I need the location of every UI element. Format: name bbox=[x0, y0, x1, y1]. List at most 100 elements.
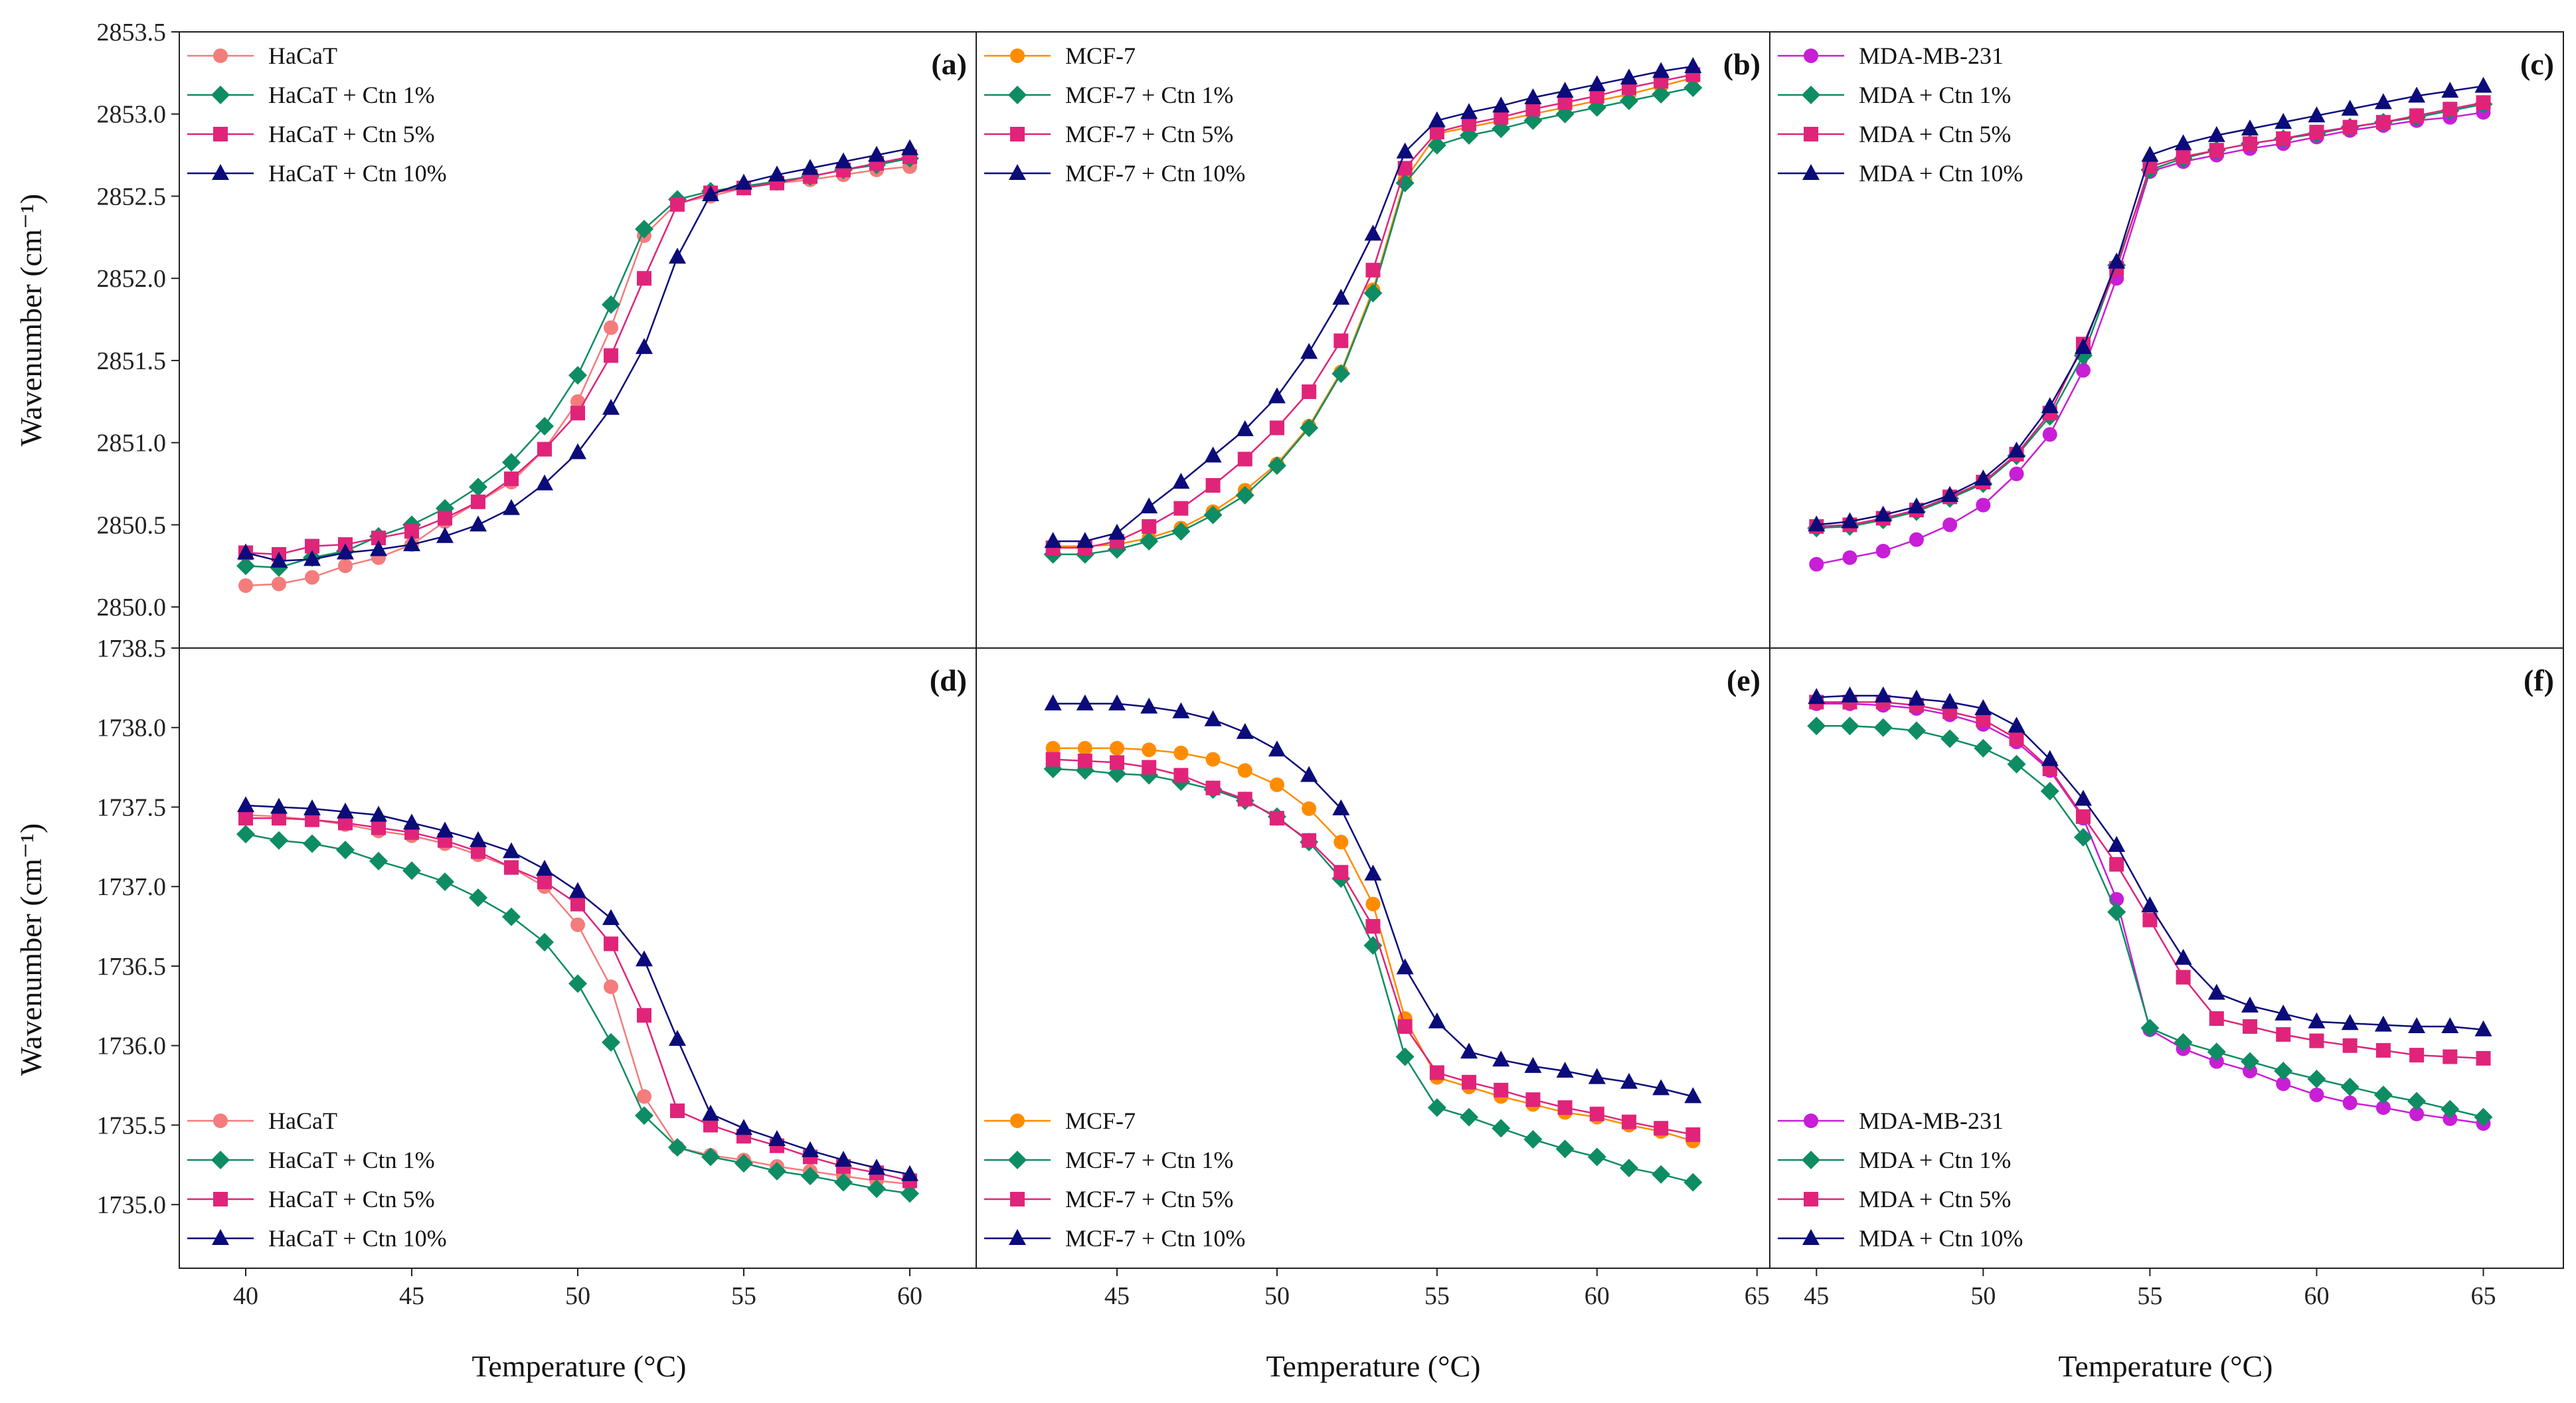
data-point bbox=[1589, 88, 1604, 104]
data-point bbox=[504, 860, 519, 875]
legend-label: MDA + Ctn 1% bbox=[1859, 1147, 2011, 1173]
data-point bbox=[1204, 710, 1222, 726]
data-point bbox=[2207, 983, 2225, 1000]
data-point bbox=[1524, 88, 1542, 104]
data-point bbox=[1044, 532, 1062, 548]
data-point bbox=[2476, 95, 2491, 110]
data-point bbox=[270, 831, 288, 850]
data-point bbox=[802, 1141, 819, 1157]
data-point bbox=[236, 556, 255, 576]
data-point bbox=[1397, 1019, 1413, 1034]
data-point bbox=[338, 558, 353, 574]
data-point bbox=[2443, 1049, 2458, 1064]
data-point bbox=[1525, 1092, 1541, 1108]
data-point bbox=[1492, 96, 1510, 113]
data-point bbox=[1302, 801, 1317, 816]
legend-marker bbox=[211, 86, 230, 104]
data-point bbox=[2441, 1017, 2459, 1033]
data-point bbox=[2243, 1019, 2258, 1034]
legend-label: MCF-7 + Ctn 5% bbox=[1065, 121, 1233, 147]
data-point bbox=[1652, 1165, 1671, 1184]
data-point bbox=[1874, 505, 1892, 522]
y-tick-label: 1736.0 bbox=[97, 1032, 167, 1060]
data-point bbox=[1524, 1056, 1542, 1073]
legend-marker bbox=[213, 1192, 228, 1206]
data-point bbox=[1302, 833, 1317, 848]
data-point bbox=[404, 524, 419, 539]
legend: MDA-MB-231 MDA + Ctn 1% MDA + Ctn 5% MDA + … bbox=[1778, 42, 2023, 187]
x-tick-label: 40 bbox=[233, 1282, 258, 1310]
data-point bbox=[1333, 865, 1349, 880]
data-point bbox=[1236, 420, 1254, 436]
legend-label: MDA + Ctn 5% bbox=[1859, 1186, 2011, 1212]
data-point bbox=[2342, 1095, 2358, 1110]
legend-marker bbox=[213, 127, 228, 141]
data-point bbox=[1173, 501, 1189, 516]
data-point bbox=[1683, 1173, 1703, 1192]
data-point bbox=[702, 185, 719, 201]
panel-f: 45 50 55 60 65 MDA-MB-231 MDA + Ctn 1% MDA + Ct… bbox=[1769, 647, 2564, 1310]
data-point bbox=[469, 477, 487, 497]
data-point bbox=[868, 1159, 885, 1175]
series-3 bbox=[1808, 686, 2492, 1036]
data-point bbox=[2141, 145, 2159, 162]
x-tick-label: 50 bbox=[1970, 1282, 1996, 1310]
data-point bbox=[1907, 721, 1926, 740]
data-point bbox=[471, 494, 485, 509]
legend-label: MDA + Ctn 1% bbox=[1859, 82, 2011, 108]
data-point bbox=[1494, 110, 1509, 125]
data-point bbox=[1332, 288, 1350, 305]
data-point bbox=[1462, 116, 1477, 131]
data-point bbox=[901, 139, 918, 155]
data-point bbox=[1331, 364, 1351, 383]
panel-d: 40 45 50 55 60 1735.0 1735.5 1736.0 1736.5 1737.0… bbox=[97, 635, 977, 1310]
data-point bbox=[1429, 124, 1444, 139]
panel-tag: (e) bbox=[1727, 663, 1760, 697]
data-point bbox=[1045, 740, 1061, 756]
data-point bbox=[569, 882, 586, 898]
data-point bbox=[1205, 780, 1221, 795]
data-point bbox=[371, 820, 386, 835]
legend-label: MCF-7 + Ctn 10% bbox=[1065, 1225, 1245, 1252]
data-point bbox=[602, 1032, 620, 1052]
data-point bbox=[1460, 1042, 1478, 1059]
data-point bbox=[1205, 478, 1221, 493]
y-tick-label: 1738.5 bbox=[97, 635, 167, 663]
series-0 bbox=[1045, 740, 1701, 1149]
data-point bbox=[570, 406, 585, 421]
data-point bbox=[2009, 731, 2024, 746]
data-point bbox=[604, 979, 618, 995]
data-point bbox=[2373, 1085, 2393, 1104]
data-point bbox=[504, 471, 519, 487]
data-point bbox=[2174, 134, 2192, 151]
data-point bbox=[1269, 420, 1284, 436]
data-point bbox=[2243, 136, 2258, 151]
data-point bbox=[305, 538, 319, 554]
data-point bbox=[536, 859, 553, 876]
data-point bbox=[303, 550, 321, 566]
data-point bbox=[272, 576, 286, 592]
series-1 bbox=[236, 825, 919, 1203]
legend-label: MDA + Ctn 10% bbox=[1859, 160, 2023, 187]
data-point bbox=[2309, 124, 2324, 139]
data-point bbox=[1620, 1072, 1638, 1089]
data-point bbox=[2342, 120, 2358, 135]
data-point bbox=[1365, 262, 1381, 278]
data-point bbox=[2443, 102, 2458, 117]
data-point bbox=[2443, 1111, 2458, 1126]
x-tick-label: 65 bbox=[1745, 1282, 1770, 1310]
data-point bbox=[237, 796, 254, 813]
series-1 bbox=[1807, 716, 2493, 1127]
panel-tag: (f) bbox=[2524, 663, 2554, 697]
data-point bbox=[2309, 1033, 2324, 1048]
data-point bbox=[1396, 958, 1414, 975]
data-point bbox=[1140, 497, 1158, 514]
legend-marker bbox=[1010, 1192, 1025, 1206]
data-point bbox=[237, 543, 254, 560]
data-point bbox=[2308, 106, 2326, 123]
legend-marker bbox=[1802, 1151, 1820, 1169]
data-point bbox=[1494, 1082, 1509, 1098]
data-point bbox=[1332, 799, 1350, 815]
data-point bbox=[303, 799, 321, 815]
data-point bbox=[1652, 85, 1671, 104]
